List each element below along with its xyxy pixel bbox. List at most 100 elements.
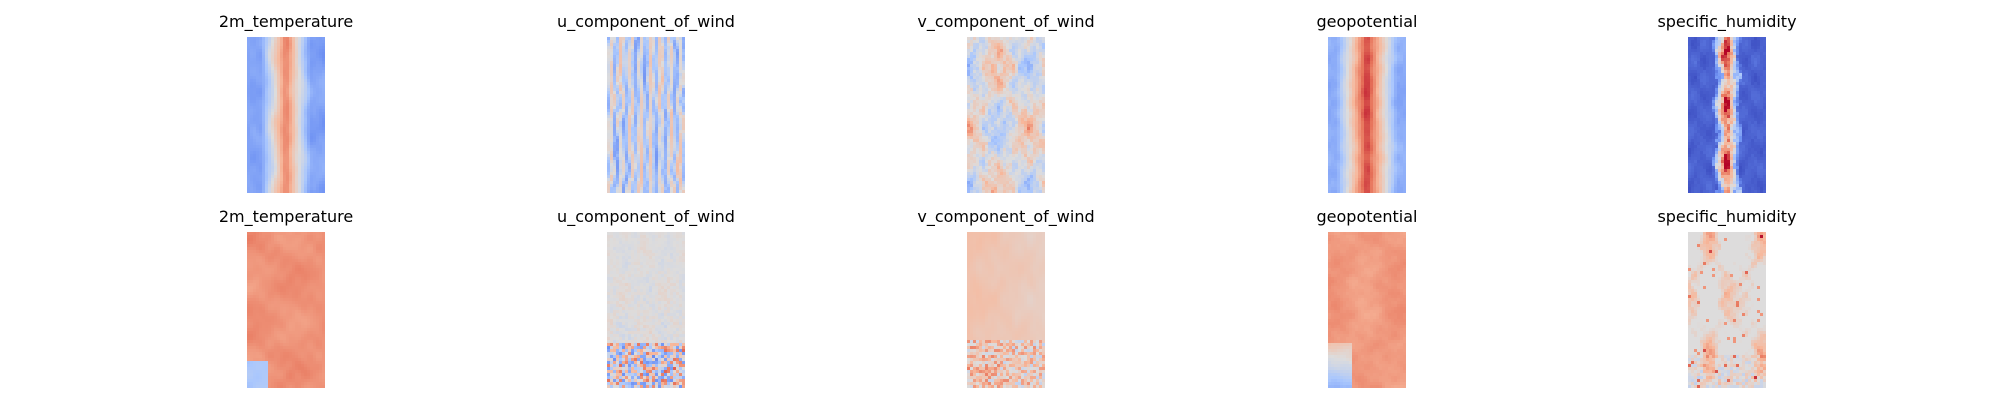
heatmap-cell [1027,67,1031,71]
heatmap-cell [610,163,614,167]
heatmap-cell [994,175,998,179]
heatmap-cell [967,61,971,65]
heatmap-cell [991,49,995,53]
heatmap-cell [664,61,668,65]
heatmap-cell [1403,88,1406,92]
heatmap-cell [676,100,680,104]
heatmap-cell [1370,133,1374,137]
heatmap-cell [1343,118,1347,122]
heatmap-cell [607,121,611,125]
heatmap-cell [991,94,995,98]
heatmap-cell [1337,70,1341,74]
heatmap-cell [283,109,287,113]
heatmap-cell [1397,55,1401,59]
heatmap-cell [658,76,662,80]
heatmap-cell [655,73,659,77]
heatmap-cell [991,82,995,86]
heatmap-cell [1355,109,1359,113]
heatmap-cell [607,151,611,155]
heatmap-cell [1003,127,1007,131]
heatmap-cell [271,43,275,47]
heatmap-cell [1388,94,1392,98]
heatmap-cell [616,55,620,59]
heatmap-cell [1364,40,1368,44]
heatmap-cell [1340,52,1344,56]
heatmap-cell [991,178,995,182]
heatmap-cell [637,94,641,98]
heatmap-cell [277,46,281,50]
heatmap-cell [1343,109,1347,113]
heatmap-cell [628,115,632,119]
heatmap-cell [1385,103,1389,107]
heatmap-cell [664,160,668,164]
heatmap-cell [982,76,986,80]
heatmap-cell [1361,106,1365,110]
heatmap-cell [1027,91,1031,95]
heatmap-cell [1036,73,1040,77]
heatmap-cell [247,82,251,86]
heatmap-cell [307,85,311,89]
heatmap-cell [988,43,992,47]
heatmap-cell [667,58,671,62]
heatmap-cell [1039,100,1043,104]
heatmap-cell [682,175,685,179]
heatmap-cell [289,52,293,56]
heatmap-cell [256,133,260,137]
heatmap-cell [631,55,635,59]
heatmap-cell [1391,67,1395,71]
heatmap-cell [262,187,266,191]
heatmap-cell [277,82,281,86]
heatmap-cell [286,94,290,98]
heatmap-cell [970,112,974,116]
heatmap-cell [1376,43,1380,47]
heatmap-cell [622,82,626,86]
heatmap-cell [670,184,674,188]
heatmap-cell [250,52,254,56]
heatmap-cell [1039,40,1043,44]
heatmap-cell [1036,43,1040,47]
heatmap-cell [673,49,677,53]
heatmap-cell [982,70,986,74]
heatmap-cell [991,115,995,119]
heatmap-cell [1346,115,1350,119]
heatmap-cell [301,175,305,179]
heatmap-cell [283,91,287,95]
heatmap-cell [250,160,254,164]
heatmap-cell [322,43,325,47]
heatmap-cell [250,184,254,188]
heatmap-cell [976,160,980,164]
heatmap-cell [1352,97,1356,101]
heatmap-cell [292,52,296,56]
heatmap-cell [625,151,629,155]
heatmap-cell [658,106,662,110]
heatmap-cell [250,148,254,152]
heatmap-cell [1367,37,1371,41]
heatmap-cell [646,166,650,170]
heatmap-cell [670,55,674,59]
heatmap-cell [1024,46,1028,50]
heatmap-cell [319,130,323,134]
heatmap-cell [649,145,653,149]
heatmap-cell [622,121,626,125]
heatmap-cell [1000,166,1004,170]
heatmap-cell [283,142,287,146]
heatmap-cell [679,70,683,74]
heatmap-cell [1358,136,1362,140]
heatmap-cell [310,73,314,77]
heatmap-cell [268,40,272,44]
heatmap-cell [1012,70,1016,74]
heatmap-cell [274,136,278,140]
heatmap-cell [970,184,974,188]
heatmap-cell [625,115,629,119]
heatmap-cell [634,166,638,170]
heatmap-cell [670,163,674,167]
heatmap-cell [1030,67,1034,71]
heatmap-cell [262,160,266,164]
heatmap-cell [658,136,662,140]
heatmap-cell [1373,100,1377,104]
heatmap-cell [1012,79,1016,83]
heatmap-cell [1385,43,1389,47]
heatmap-cell [298,85,302,89]
heatmap-cell [1328,94,1332,98]
heatmap-cell [1015,85,1019,89]
